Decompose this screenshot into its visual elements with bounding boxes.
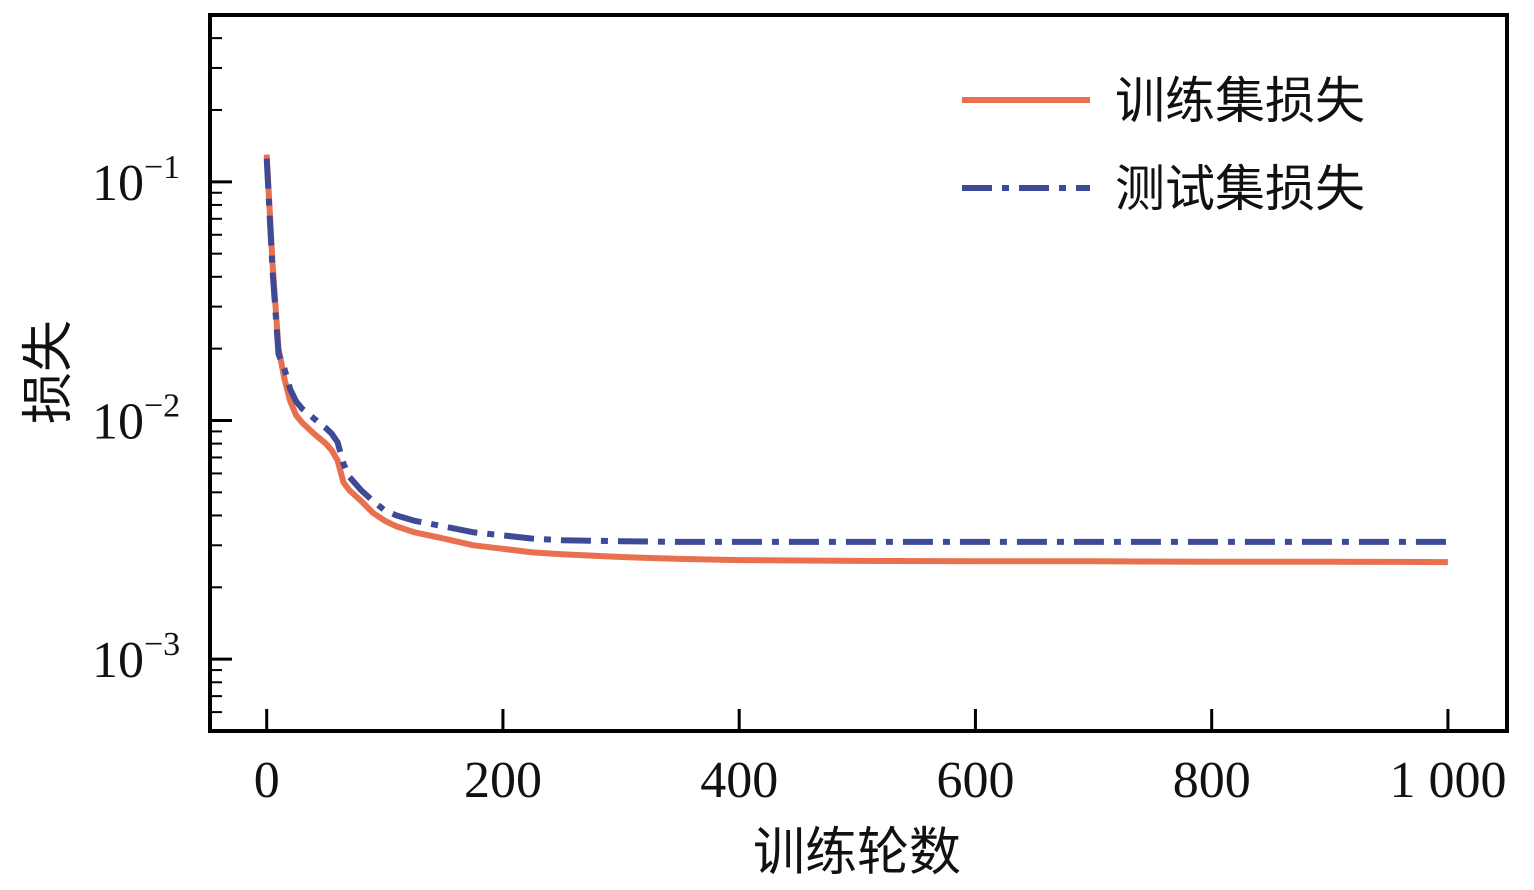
plot-area (263, 154, 1448, 566)
y-tick-label: 10−2 (92, 387, 180, 450)
plot-frame (208, 13, 1509, 733)
y-tick-label: 10−1 (92, 149, 180, 212)
y-tick-label: 10−3 (92, 626, 180, 689)
x-tick-label: 800 (1173, 752, 1251, 809)
x-tick-label: 400 (700, 752, 778, 809)
x-tick-label: 200 (464, 752, 542, 809)
legend-label-2: 测试集损失 (1115, 160, 1365, 218)
x-tick-label: 0 (254, 752, 280, 809)
legend-label-1: 训练集损失 (1115, 72, 1365, 130)
series-line-1 (263, 154, 1448, 566)
y-axis-title: 损失 (19, 320, 79, 424)
series-line-2 (263, 158, 1448, 545)
x-tick-label: 600 (936, 752, 1014, 809)
axes: 0 200 400 600 800 1 000 10−1 10−2 10−3 (92, 13, 1509, 809)
x-tick-label: 1 000 (1389, 752, 1506, 809)
x-axis-title: 训练轮数 (753, 823, 961, 883)
